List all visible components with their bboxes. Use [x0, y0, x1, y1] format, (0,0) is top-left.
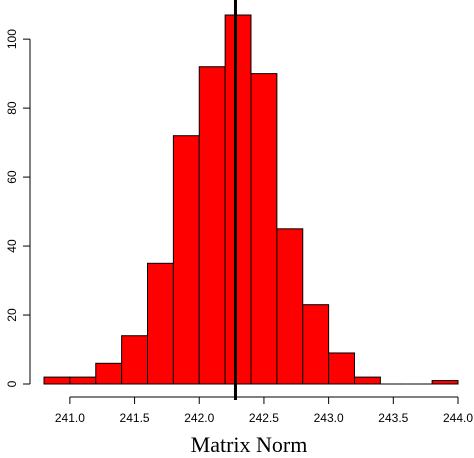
histogram-bar	[95, 362, 123, 385]
x-tick-label: 243.0	[314, 411, 344, 425]
x-tick-label: 242.0	[184, 411, 214, 425]
x-tick-label: 244.0	[443, 411, 473, 425]
histogram-bar	[43, 376, 71, 385]
histogram-bar	[250, 73, 278, 385]
histogram-bar	[328, 352, 355, 385]
histogram-bar	[147, 262, 174, 385]
histogram-bar	[224, 14, 252, 385]
x-tick-label: 241.5	[120, 411, 150, 425]
y-tick-label: 40	[5, 239, 19, 253]
histogram-bar	[354, 376, 381, 385]
histogram-bar	[302, 304, 330, 385]
x-axis-title: Matrix Norm	[191, 432, 308, 457]
y-tick-label: 60	[5, 170, 19, 184]
histogram-bar	[198, 66, 226, 385]
y-axis: 0 20 40 60 80 100	[5, 29, 31, 387]
histogram-bar	[431, 380, 459, 385]
x-tick-label: 243.5	[378, 411, 408, 425]
histogram-bar	[69, 376, 97, 385]
y-tick-label: 100	[5, 29, 19, 49]
y-tick-label: 0	[5, 380, 19, 387]
x-tick-label: 242.5	[249, 411, 279, 425]
y-tick-label: 80	[5, 101, 19, 115]
histogram-bar	[121, 335, 148, 385]
x-axis: 241.0 241.5 242.0 242.5 243.0 243.5 244.0	[55, 396, 473, 425]
histogram-bar	[276, 228, 304, 385]
histogram-bars	[43, 14, 459, 385]
x-tick-label: 241.0	[55, 411, 85, 425]
histogram-bar	[172, 135, 200, 385]
y-tick-label: 20	[5, 308, 19, 322]
